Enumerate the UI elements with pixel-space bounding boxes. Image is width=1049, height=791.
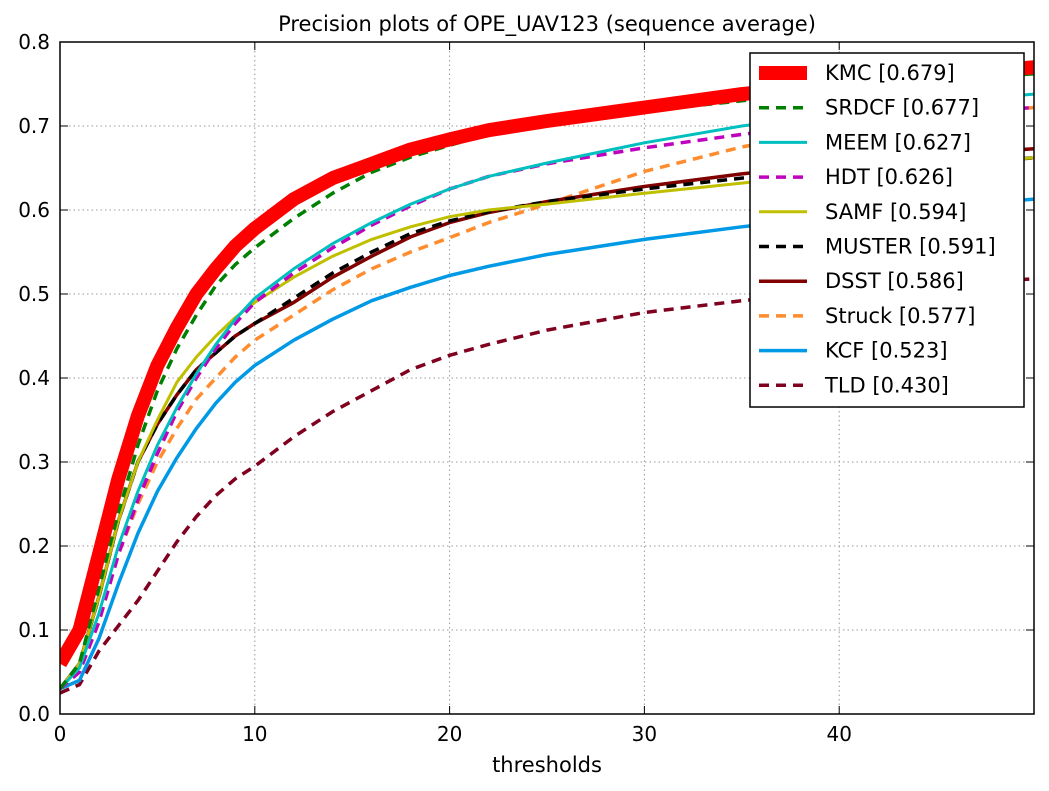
y-tick-label: 0.0 bbox=[18, 702, 50, 726]
legend-label: SRDCF [0.677] bbox=[825, 96, 979, 120]
axis-ticks: 0 10 20 30 40 0.0 0.1 0.2 0.3 0.4 0.5 0.6 0.7 0.8 bbox=[18, 30, 1034, 746]
y-tick-label: 0.6 bbox=[18, 198, 50, 222]
series-lines bbox=[60, 60, 1034, 695]
x-tick-label: 10 bbox=[242, 722, 267, 746]
series-line bbox=[60, 105, 1034, 691]
x-tick-label: 40 bbox=[826, 722, 851, 746]
x-tick-label: 30 bbox=[632, 722, 657, 746]
legend-label: MUSTER [0.591] bbox=[825, 235, 996, 259]
series-line bbox=[60, 197, 1034, 691]
legend-label: MEEM [0.627] bbox=[825, 130, 971, 154]
legend: KMC [0.679] SRDCF [0.677] MEEM [0.627] HDT … bbox=[749, 52, 1025, 408]
legend-label: KCF [0.523] bbox=[825, 339, 948, 363]
legend-label: HDT [0.626] bbox=[825, 165, 953, 189]
x-tick-label: 0 bbox=[54, 722, 67, 746]
y-tick-label: 0.4 bbox=[18, 366, 50, 390]
legend-label: KMC [0.679] bbox=[825, 61, 955, 85]
series-line bbox=[60, 156, 1034, 690]
y-tick-label: 0.1 bbox=[18, 618, 50, 642]
series-line bbox=[60, 92, 1034, 690]
y-tick-label: 0.8 bbox=[18, 30, 50, 54]
y-tick-label: 0.7 bbox=[18, 114, 50, 138]
legend-label: DSST [0.586] bbox=[825, 269, 964, 293]
x-axis-label: thresholds bbox=[492, 753, 602, 777]
series-line bbox=[60, 105, 1034, 691]
y-tick-label: 0.3 bbox=[18, 450, 50, 474]
series-line bbox=[60, 60, 1034, 668]
legend-box bbox=[749, 52, 1025, 408]
y-tick-label: 0.2 bbox=[18, 534, 50, 558]
legend-label: TLD [0.430] bbox=[824, 373, 949, 397]
legend-label: SAMF [0.594] bbox=[825, 200, 966, 224]
y-tick-label: 0.5 bbox=[18, 282, 50, 306]
chart-title: Precision plots of OPE_UAV123 (sequence … bbox=[278, 12, 816, 37]
legend-label: Struck [0.577] bbox=[825, 304, 975, 328]
x-tick-label: 20 bbox=[437, 722, 462, 746]
